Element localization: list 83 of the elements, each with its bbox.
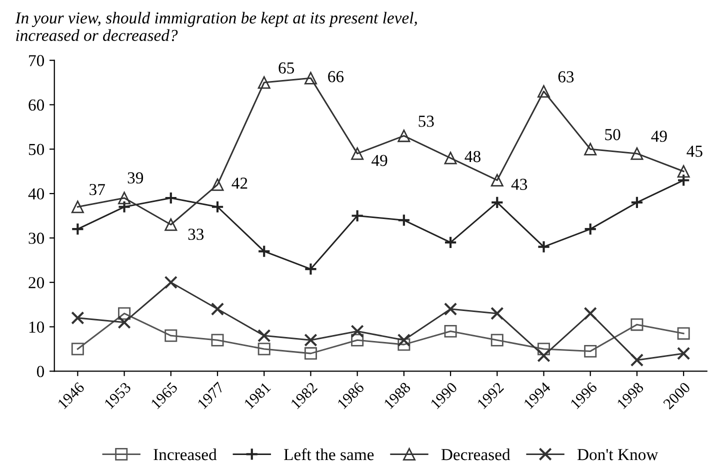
y-tick-label: 40 [28,188,44,200]
point [118,307,131,320]
y-tick-label: 70 [29,55,44,66]
chart-title: In your view, should immigration be kept at its present level, increased or decreased? [15,12,417,42]
data-label: 43 [511,178,528,190]
point [351,334,364,346]
point [304,262,318,276]
point [258,342,270,356]
point [118,192,131,204]
point [397,334,411,347]
data-label: 53 [418,116,434,127]
point [538,85,550,98]
point [304,347,317,360]
data-label: 65 [278,62,294,74]
data-label: 42 [232,178,248,189]
data-label: 49 [651,130,667,142]
y-tick-label: 10 [29,321,44,333]
point [676,346,690,360]
data-label: 45 [686,146,702,157]
data-label: 50 [605,128,620,140]
y-tick-label: 0 [36,366,44,378]
point [537,349,550,362]
point [258,329,271,342]
point [211,178,224,191]
data-label: 39 [128,172,144,184]
point [118,316,131,329]
data-label: 63 [558,71,574,82]
data-label: 48 [464,150,480,162]
point [258,244,271,258]
data-label: 33 [188,228,204,240]
point [210,200,224,214]
point [164,276,178,289]
point [537,240,550,254]
point [210,302,224,316]
data-label: 49 [372,154,388,166]
point [118,200,131,214]
point [630,196,644,210]
point [164,218,178,231]
point [444,302,458,316]
point [304,72,317,84]
point [584,142,597,156]
point [677,327,690,340]
point [351,147,364,160]
legend-label: Left the same [284,448,374,460]
y-tick-label: 60 [28,99,44,111]
point [490,196,504,210]
y-tick-label: 50 [28,144,44,156]
point [630,353,644,367]
point [350,209,364,222]
point [490,306,504,320]
point [444,236,458,250]
point [538,342,550,356]
point [258,76,270,89]
point [584,222,597,236]
data-label: 66 [328,71,344,82]
point [444,324,457,338]
point [676,174,690,187]
point [398,130,410,142]
legend-label: Decreased [441,448,510,460]
point [71,200,84,214]
point [304,334,318,347]
point [677,165,690,178]
legend-label: Don't Know [577,449,658,460]
point [164,191,178,205]
point [71,342,84,356]
x-tick-label: 1981 [244,382,272,410]
point [630,147,644,160]
point [584,306,597,320]
y-tick-label: 20 [28,277,44,288]
point [350,324,364,338]
point [490,174,504,186]
point [490,334,504,346]
y-tick-label: 30 [28,232,44,244]
point [630,318,644,331]
data-label: 37 [90,184,105,196]
point [71,311,84,325]
point [397,214,411,227]
point [211,334,224,346]
point [164,329,178,342]
point [71,222,84,236]
legend-label: Increased [154,448,217,460]
point [444,152,457,164]
point [584,344,597,358]
